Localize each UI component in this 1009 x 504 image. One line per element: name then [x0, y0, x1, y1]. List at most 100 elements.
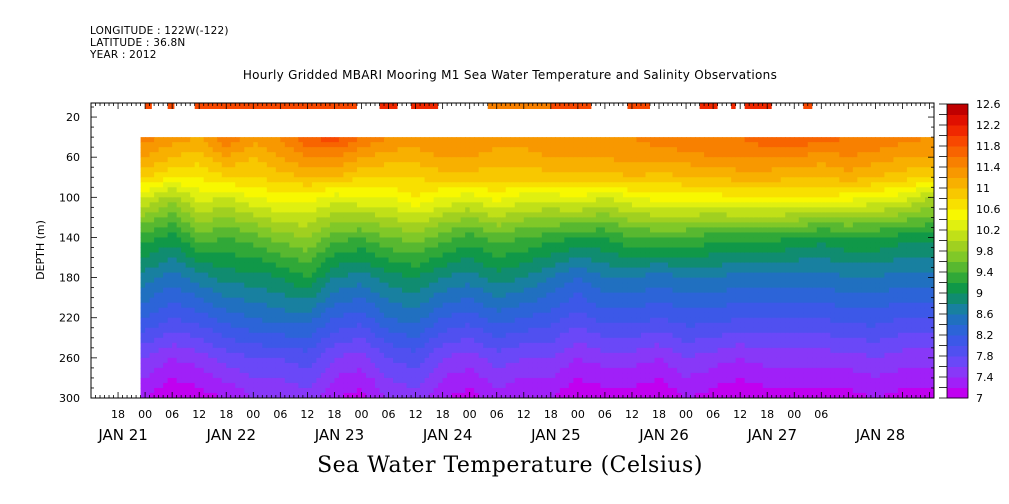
- heatmap-cell: [185, 257, 191, 264]
- heatmap-cell: [474, 377, 480, 384]
- heatmap-cell: [284, 272, 290, 279]
- heatmap-cell: [154, 382, 160, 389]
- heatmap-cell: [167, 292, 173, 299]
- heatmap-cell: [487, 167, 493, 173]
- heatmap-cell: [537, 157, 543, 163]
- heatmap-cell: [433, 237, 439, 244]
- heatmap-cell: [510, 337, 516, 344]
- heatmap-cell: [424, 257, 430, 264]
- heatmap-cell: [379, 307, 385, 314]
- heatmap-cell: [280, 142, 286, 148]
- heatmap-cell: [510, 177, 516, 183]
- heatmap-cell: [415, 167, 421, 173]
- heatmap-cell: [311, 142, 317, 148]
- heatmap-cell: [406, 307, 412, 314]
- heatmap-cell: [167, 352, 173, 359]
- heatmap-cell: [230, 392, 236, 398]
- heatmap-cell: [447, 307, 453, 314]
- heatmap-cell: [176, 347, 182, 354]
- heatmap-cell: [375, 242, 381, 249]
- heatmap-cell: [262, 352, 268, 359]
- heatmap-cell: [347, 167, 354, 173]
- heatmap-cell: [465, 222, 471, 229]
- heatmap-cell: [465, 137, 471, 143]
- heatmap-cell: [361, 367, 367, 374]
- heatmap-cell: [248, 302, 254, 309]
- heatmap-cell: [302, 282, 308, 289]
- heatmap-cell: [271, 217, 277, 224]
- heatmap-cell: [230, 167, 236, 173]
- heatmap-cell: [280, 357, 286, 364]
- heatmap-cell: [302, 277, 308, 284]
- heatmap-cell: [140, 377, 146, 384]
- heatmap-cell: [149, 307, 155, 314]
- heatmap-cell: [140, 362, 146, 369]
- heatmap-cell: [370, 332, 376, 339]
- heatmap-cell: [320, 187, 327, 193]
- heatmap-cell: [523, 382, 529, 389]
- heatmap-cell: [438, 387, 444, 394]
- heatmap-cell: [546, 352, 552, 359]
- heatmap-cell: [370, 372, 376, 379]
- heatmap-cell: [208, 137, 214, 143]
- heatmap-cell: [370, 182, 376, 188]
- heatmap-cell: [532, 257, 538, 264]
- heatmap-cell: [262, 172, 268, 178]
- heatmap-cell: [402, 367, 408, 374]
- heatmap-cell: [487, 337, 493, 344]
- heatmap-cell: [140, 152, 146, 158]
- heatmap-cell: [384, 307, 390, 314]
- heatmap-cell: [519, 332, 525, 339]
- heatmap-cell: [329, 322, 336, 329]
- heatmap-cell: [325, 372, 331, 379]
- heatmap-cell: [555, 357, 561, 364]
- heatmap-cell: [406, 302, 412, 309]
- heatmap-cell: [388, 372, 394, 379]
- heatmap-cell: [176, 282, 182, 289]
- heatmap-cell: [302, 327, 308, 334]
- heatmap-cell: [555, 172, 561, 178]
- heatmap-cell: [433, 312, 439, 319]
- heatmap-cell: [397, 142, 403, 148]
- heatmap-cell: [397, 372, 403, 379]
- heatmap-cell: [438, 217, 444, 224]
- heatmap-cell: [375, 277, 381, 284]
- heatmap-cell: [460, 282, 466, 289]
- heatmap-cell: [212, 277, 218, 284]
- heatmap-cell: [384, 157, 390, 163]
- heatmap-cell: [384, 257, 390, 264]
- heatmap-cell: [433, 297, 439, 304]
- heatmap-cell: [163, 307, 169, 314]
- heatmap-cell: [149, 212, 155, 218]
- heatmap-cell: [217, 317, 223, 324]
- heatmap-cell: [356, 327, 363, 334]
- heatmap-cell: [334, 272, 340, 279]
- heatmap-cell: [284, 242, 290, 249]
- heatmap-cell: [415, 182, 421, 188]
- heatmap-cell: [510, 362, 516, 369]
- heatmap-cell: [465, 162, 471, 168]
- heatmap-cell: [397, 217, 403, 224]
- heatmap-cell: [307, 147, 313, 153]
- heatmap-cell: [194, 172, 200, 178]
- heatmap-cell: [460, 272, 466, 279]
- heatmap-cell: [320, 362, 327, 369]
- heatmap-cell: [194, 357, 200, 364]
- heatmap-cell: [145, 152, 151, 158]
- heatmap-cell: [415, 197, 421, 203]
- heatmap-cell: [145, 232, 151, 239]
- heatmap-cell: [420, 192, 426, 198]
- heatmap-cell: [253, 262, 259, 269]
- heatmap-cell: [230, 362, 236, 369]
- heatmap-cell: [284, 237, 290, 244]
- heatmap-cell: [172, 342, 178, 349]
- heatmap-cell: [519, 362, 525, 369]
- heatmap-cell: [226, 322, 232, 329]
- heatmap-cell: [505, 147, 511, 153]
- heatmap-cell: [190, 362, 196, 369]
- heatmap-cell: [235, 232, 241, 239]
- heatmap-cell: [230, 242, 236, 249]
- heatmap-cell: [411, 137, 417, 143]
- heatmap-cell: [411, 242, 417, 249]
- heatmap-cell: [361, 262, 367, 269]
